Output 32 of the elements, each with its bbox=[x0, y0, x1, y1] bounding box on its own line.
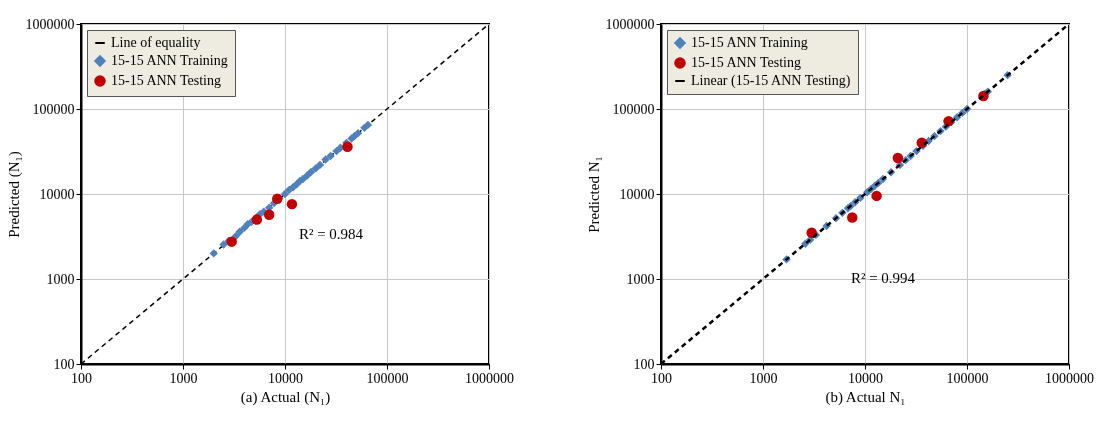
y-tick-label: 10000 bbox=[619, 186, 655, 202]
x-tick-label: 100 bbox=[71, 370, 92, 386]
x-tick-label: 10000 bbox=[848, 370, 883, 386]
y-tick-label: 10000 bbox=[39, 186, 75, 202]
y-tick-label: 100 bbox=[53, 356, 75, 372]
y-tick-label: 100 bbox=[633, 356, 655, 372]
x-tick-label: 1000 bbox=[749, 370, 778, 386]
legend-label: 15-15 ANN Testing bbox=[691, 55, 801, 70]
y-tick-label: 1000000 bbox=[25, 16, 75, 32]
x-tick-label: 100000 bbox=[946, 370, 989, 386]
y-axis-title: Predicted (N₁) bbox=[5, 151, 23, 238]
x-tick-label: 100000 bbox=[366, 370, 409, 386]
y-tick-label: 100000 bbox=[612, 101, 655, 117]
annotation: R² = 0.984 bbox=[298, 226, 364, 242]
x-tick-label: 10000 bbox=[268, 370, 303, 386]
x-tick-label: 1000000 bbox=[1045, 370, 1094, 386]
annotation: R² = 0.994 bbox=[850, 270, 916, 286]
x-axis-title: (a) Actual (N₁) bbox=[240, 388, 331, 406]
x-tick-label: 1000 bbox=[169, 370, 198, 386]
legend-label: 15-15 ANN Testing bbox=[111, 73, 221, 88]
legend-label: 15-15 ANN Training bbox=[111, 53, 228, 68]
legend-label: Line of equality bbox=[111, 35, 201, 50]
y-tick-label: 100000 bbox=[32, 101, 75, 117]
x-axis-title: (b) Actual N₁ bbox=[825, 388, 906, 406]
y-tick-label: 1000000 bbox=[605, 16, 655, 32]
y-axis-title: Predicted N₁ bbox=[585, 156, 602, 233]
y-tick-label: 1000 bbox=[46, 271, 75, 287]
y-tick-label: 1000 bbox=[626, 271, 655, 287]
x-tick-label: 1000000 bbox=[465, 370, 514, 386]
legend-label: Linear (15-15 ANN Testing) bbox=[691, 73, 851, 89]
x-tick-label: 100 bbox=[651, 370, 672, 386]
legend-label: 15-15 ANN Training bbox=[691, 35, 808, 50]
